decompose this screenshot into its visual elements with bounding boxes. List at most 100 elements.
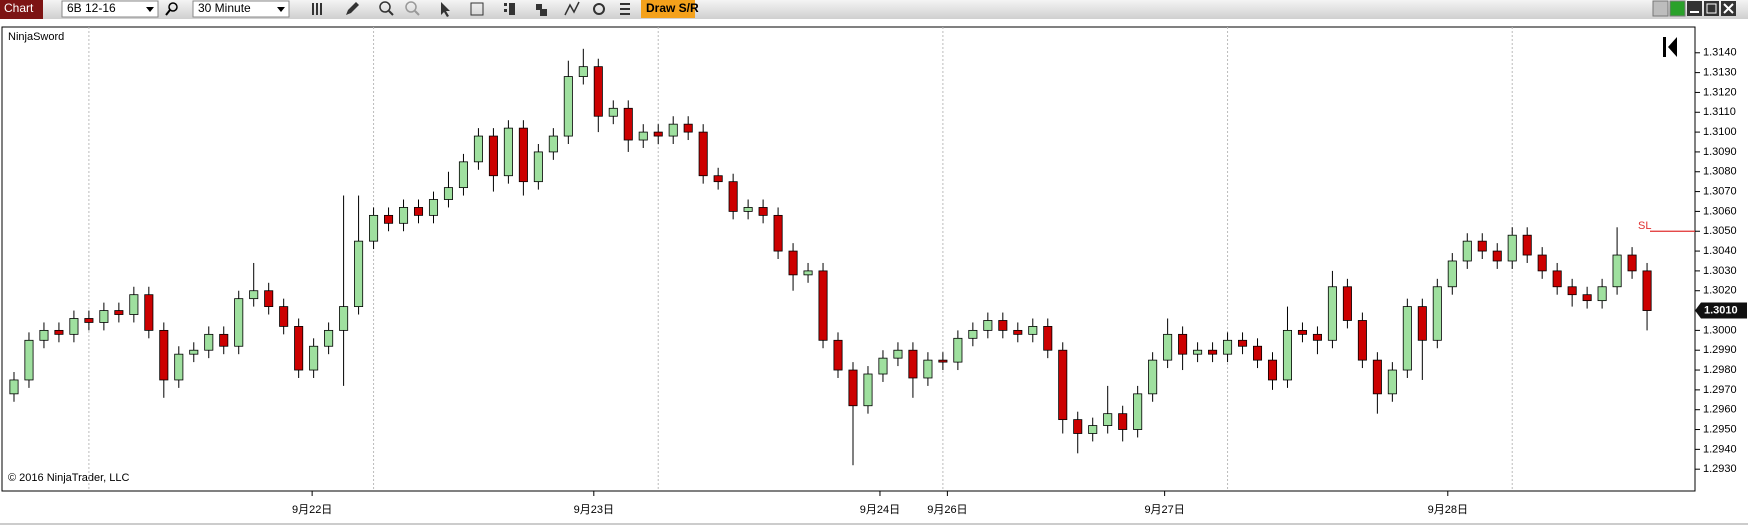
candle-body <box>279 306 289 327</box>
candle-body <box>593 66 603 117</box>
y-tick-label: 1.2990 <box>1703 344 1737 356</box>
candle-body <box>1642 270 1652 311</box>
instrument-select[interactable] <box>61 0 159 18</box>
window-buttons[interactable] <box>1652 0 1736 17</box>
y-tick-label: 1.3140 <box>1703 47 1737 59</box>
candle-body <box>698 131 708 177</box>
y-tick-label: 1.2950 <box>1703 423 1737 435</box>
candle-body <box>219 333 229 347</box>
candle-body <box>99 310 109 323</box>
candle-body <box>743 207 753 212</box>
dropdown-arrow <box>277 7 285 12</box>
candle-body <box>563 76 573 137</box>
candle-body <box>39 329 49 341</box>
candle-body <box>1327 286 1337 341</box>
candle-body <box>384 214 394 224</box>
last-price-label: 1.3010 <box>1704 304 1738 316</box>
candle-body <box>1492 250 1502 262</box>
y-tick-label: 1.3080 <box>1703 166 1737 178</box>
toolbar-icons[interactable] <box>312 1 630 17</box>
x-tick-label: 9月28日 <box>1428 504 1468 516</box>
y-tick-label: 1.3000 <box>1703 324 1737 336</box>
candle-body <box>458 161 468 189</box>
candle-body <box>1522 234 1532 256</box>
search-icon[interactable] <box>165 2 178 16</box>
candle-body <box>653 131 663 137</box>
tab[interactable] <box>0 0 43 19</box>
candle-body <box>1552 270 1562 288</box>
candle-body <box>159 329 169 381</box>
candle-body <box>1208 349 1218 355</box>
scroll-end-icon[interactable] <box>1663 37 1677 57</box>
x-tick-label: 9月26日 <box>927 504 967 516</box>
indicator-label: NinjaSword <box>8 31 64 43</box>
toolbar <box>0 0 1748 19</box>
candle-body <box>788 250 798 276</box>
candle-body <box>548 135 558 153</box>
candle-body <box>234 298 244 347</box>
candle-body <box>1597 286 1607 302</box>
tab-label: Chart <box>4 1 34 15</box>
candle-body <box>1267 359 1278 381</box>
dropdown-arrow <box>146 7 154 12</box>
candle-body <box>1103 413 1113 426</box>
y-tick-label: 1.3100 <box>1703 126 1737 138</box>
candle-body <box>1238 339 1248 347</box>
last-price-box <box>1695 302 1747 319</box>
y-tick-label: 1.3110 <box>1703 106 1736 118</box>
candle-body <box>953 337 963 363</box>
y-tick-label: 1.3120 <box>1703 86 1737 98</box>
draw-button[interactable] <box>641 0 695 18</box>
candle-body <box>294 326 304 371</box>
candle-body <box>1252 345 1263 361</box>
candle-body <box>24 339 34 381</box>
y-tick-label: 1.3030 <box>1703 265 1737 277</box>
candle-body <box>1223 339 1233 355</box>
candle-body <box>983 320 993 331</box>
candle-body <box>863 373 873 407</box>
candle-body <box>1432 286 1442 341</box>
candle-body <box>878 357 888 375</box>
candle-body <box>204 333 214 351</box>
candle-body <box>533 151 543 183</box>
candle-body <box>369 214 379 242</box>
draw-button-label: Draw S/R <box>646 1 699 15</box>
candle-body <box>893 349 903 359</box>
candle-body <box>848 369 858 407</box>
candle-body <box>1028 326 1038 335</box>
candle-body <box>354 240 364 307</box>
candle-body <box>1297 329 1307 335</box>
y-tick-label: 1.2970 <box>1703 384 1737 396</box>
candle-body <box>1133 393 1143 430</box>
candle-body <box>1372 359 1382 395</box>
candle-body <box>938 359 948 363</box>
candle-body <box>908 349 918 379</box>
candle-body <box>818 270 828 341</box>
y-tick-label: 1.3050 <box>1703 225 1737 237</box>
candle-body <box>339 306 349 331</box>
candle-body <box>488 135 498 177</box>
candle-body <box>1088 425 1098 434</box>
candle-body <box>1627 254 1637 272</box>
interval-label: 30 Minute <box>198 1 251 15</box>
candle-body <box>1582 294 1592 302</box>
y-tick-label: 1.2980 <box>1703 364 1737 376</box>
candle-body <box>1357 320 1367 361</box>
candle-body <box>518 127 528 183</box>
y-tick-label: 1.3130 <box>1703 67 1737 79</box>
candle-body <box>1402 306 1412 371</box>
plot-area <box>1 26 1696 492</box>
interval-select[interactable] <box>192 0 290 18</box>
candle-body <box>54 329 64 335</box>
x-tick-label: 9月22日 <box>292 504 332 516</box>
candle-body <box>9 379 19 395</box>
y-tick-label: 1.3090 <box>1703 146 1737 158</box>
y-tick-label: 1.2960 <box>1703 404 1737 416</box>
candle-body <box>1073 419 1083 434</box>
candle-body <box>713 175 723 183</box>
candle-body <box>1567 286 1577 296</box>
candle-body <box>1342 286 1352 321</box>
candle-body <box>608 107 618 117</box>
candle-body <box>1387 369 1397 395</box>
